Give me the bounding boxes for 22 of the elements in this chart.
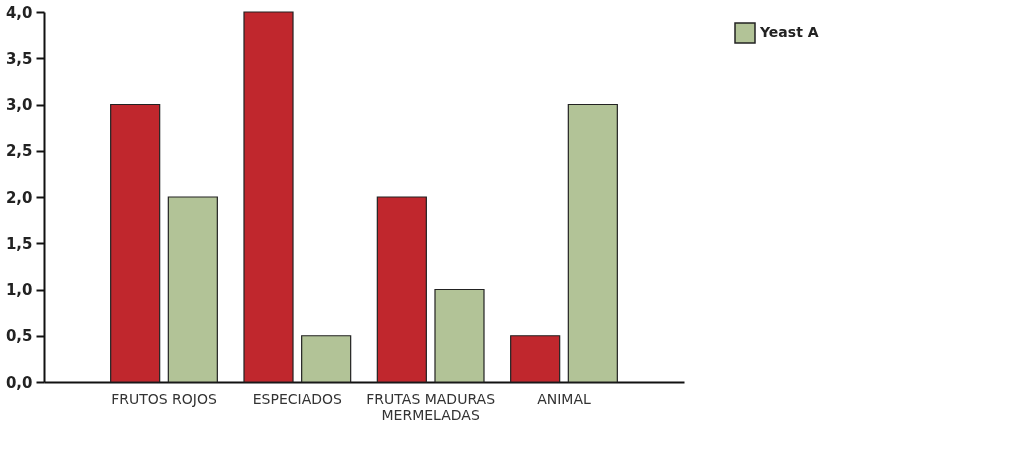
y-tick-label: 3,5 — [5, 49, 33, 68]
y-tick-label: 2,0 — [5, 188, 33, 207]
bar — [567, 103, 618, 383]
y-tick-label: 1,0 — [5, 281, 33, 299]
y-tick-label: 2,5 — [5, 142, 33, 161]
y-tick-label: 0,0 — [5, 373, 33, 392]
bar — [167, 196, 218, 383]
x-tick-label: FRUTAS MADURAS MERMELADAS — [366, 390, 496, 423]
x-tick-label: ANIMAL — [537, 390, 592, 407]
y-tick-label: 0,5 — [5, 327, 33, 346]
legend-label: Yeast A — [759, 24, 819, 40]
y-tick-label: 4,0 — [5, 3, 33, 22]
x-tick-label: FRUTOS ROJOS — [111, 390, 217, 407]
bar — [301, 335, 352, 383]
y-tick-label: 3,0 — [5, 96, 33, 114]
bar — [434, 288, 485, 383]
bar — [510, 335, 561, 383]
bar — [243, 11, 294, 383]
x-tick-label: ESPECIADOS — [252, 390, 343, 407]
y-tick-label: 1,5 — [5, 234, 33, 253]
bar — [376, 196, 427, 383]
bar — [110, 103, 161, 383]
